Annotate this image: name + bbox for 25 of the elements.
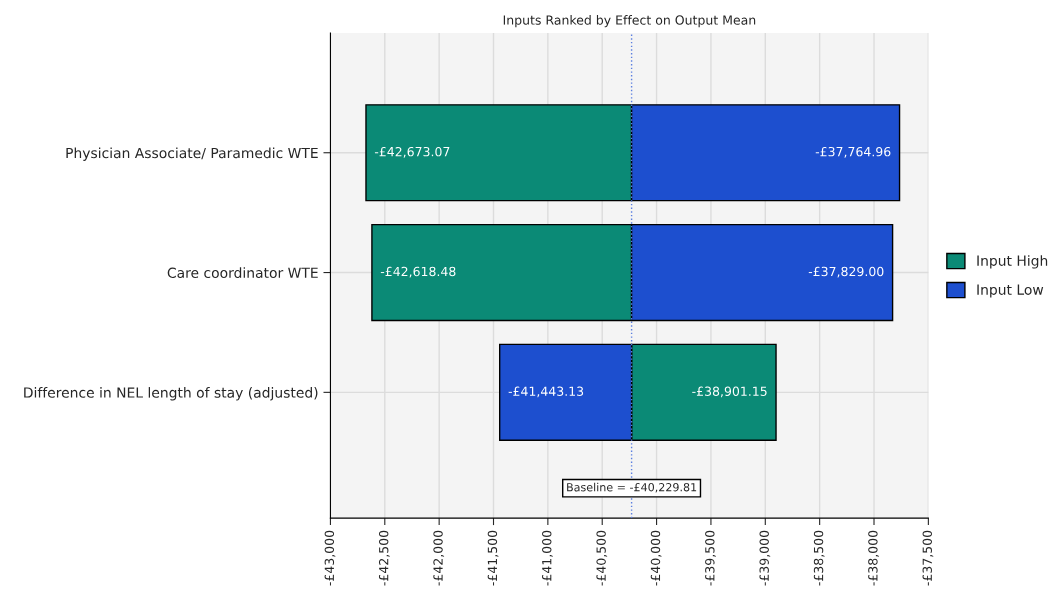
y-tick-label: Difference in NEL length of stay (adjusted) — [24, 387, 318, 401]
x-tick-label: -£37,500 — [922, 530, 934, 586]
data-label: -£37,829.00 — [808, 266, 884, 278]
legend-label: Input High — [977, 255, 1048, 269]
x-tick-label: -£42,500 — [378, 530, 390, 586]
data-label: -£38,901.15 — [692, 386, 767, 398]
y-tick-label: Physician Associate/ Paramedic WTE — [66, 147, 318, 161]
x-tick-label: -£40,000 — [650, 530, 662, 586]
legend-label: Input Low — [977, 284, 1044, 298]
x-tick-label: -£41,500 — [487, 530, 499, 586]
data-label: -£37,764.96 — [815, 146, 891, 158]
x-tick-label: -£38,000 — [868, 530, 879, 586]
data-label: -£42,673.07 — [374, 146, 450, 158]
data-label: -£41,443.13 — [508, 386, 584, 398]
x-tick-label: -£42,000 — [433, 530, 445, 586]
x-tick-label: -£39,500 — [705, 530, 716, 586]
ref-line-label: Baseline = -£40,229.81 — [567, 482, 697, 493]
x-tick-label: -£38,500 — [813, 530, 825, 586]
x-tick-label: -£39,000 — [759, 530, 771, 586]
x-tick-label: -£43,000 — [324, 530, 336, 586]
data-label: -£42,618.48 — [380, 266, 456, 278]
y-tick-label: Care coordinator WTE — [167, 267, 318, 279]
x-tick-label: -£40,500 — [596, 530, 608, 586]
x-tick-label: -£41,000 — [542, 530, 553, 586]
chart-title: Inputs Ranked by Effect on Output Mean — [503, 15, 756, 28]
